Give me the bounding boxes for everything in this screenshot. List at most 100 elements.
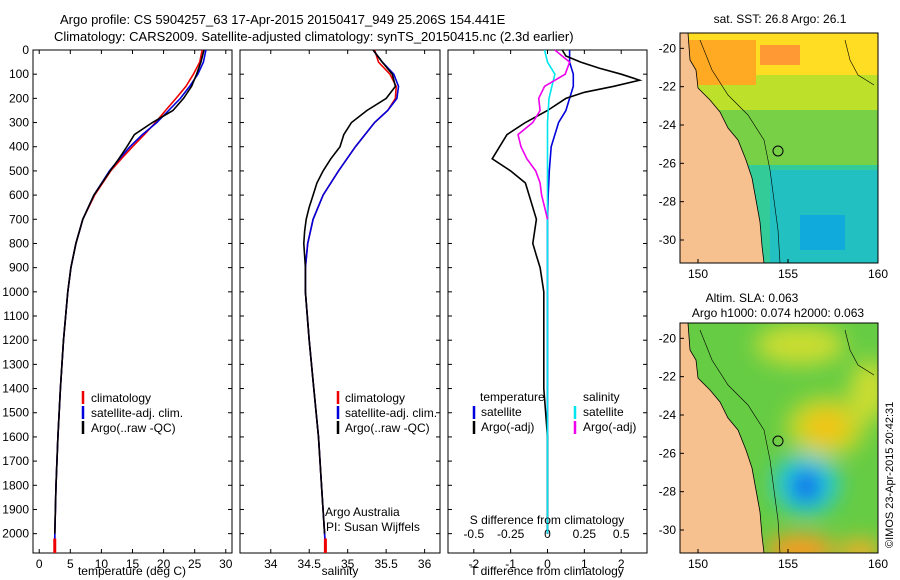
series-argo-raw-qc- [302,49,397,534]
map-y-tick-label: -20 [659,331,677,345]
temperature-legend: climatology satellite-adj. clim. Argo(..… [81,391,183,435]
x-tick-label: 1 [581,557,588,571]
annotation-argo-australia: Argo Australia [325,505,400,519]
legend-label-argo: Argo(..raw -QC) [345,421,430,435]
sst-map-title: sat. SST: 26.8 Argo: 26.1 [714,12,847,26]
sst-coast-isobath [699,39,781,263]
legend-label-satellite: satellite-adj. clim. [345,406,437,420]
map-x-tick-label: 160 [868,557,888,571]
series-s-argo-adj- [517,49,571,220]
x-tick-label: 10 [95,557,109,571]
x-tick-label: 35.5 [374,557,398,571]
legend-label-climatology: climatology [345,391,405,405]
y-tick-label: 1900 [2,502,29,516]
s-tick-label: -0.25 [497,527,525,541]
sst-argo-marker [772,145,784,157]
x-tick-label: 0 [544,557,551,571]
annotation-pi-name: PI: Susan Wijffels [326,520,420,534]
map-y-tick-label: -28 [659,485,677,499]
difference-panel: -2 -1 0 1 2 -0.5 -0.25 0 0.25 0.5 T difference fr… [447,49,648,578]
sla-map-field [680,323,878,553]
sst-land [680,33,765,263]
y-tick-label: 1700 [2,454,29,468]
x-tick-label: 20 [157,557,171,571]
y-tick-label: 100 [9,67,29,81]
x-tick-label: 0 [36,557,43,571]
sla-land [680,323,765,553]
x-tick-label: -1 [505,557,516,571]
legend-label-t-argo: Argo(-adj) [481,420,534,434]
y-tick-label: 500 [9,164,29,178]
sla-coast-isobath [699,329,781,553]
map-y-tick-label: -26 [659,156,677,170]
legend-title-temperature: temperature [480,390,545,404]
s-tick-label: 0.5 [613,527,630,541]
series-s-satellite [543,49,556,534]
sla-map-title-1: Altim. SLA: 0.063 [706,291,799,305]
map-y-tick-label: -30 [659,523,677,537]
map-y-tick-label: -24 [659,118,677,132]
s-tick-label: 0.25 [573,527,597,541]
x-tick-label: 25 [188,557,202,571]
y-tick-label: 1300 [2,357,29,371]
y-tick-label: 1000 [2,285,29,299]
y-tick-label: 300 [9,116,29,130]
sst-hot-spot [686,40,756,85]
x-tick-label: 30 [219,557,233,571]
salinity-panel: 34 34.5 35 35.5 36 salinity climatology sate… [239,49,441,578]
legend-label-climatology: climatology [91,391,151,405]
sst-map-panel: sat. SST: 26.8 Argo: 26.1 150 155 160 -20 -2… [659,12,889,281]
salinity-plot-frame [239,49,441,554]
legend-label-s-argo: Argo(-adj) [583,420,636,434]
sla-argo-marker [772,435,784,447]
series-t-argo-adj- [491,49,643,534]
map-x-tick-label: 155 [778,267,798,281]
y-tick-label: 400 [9,140,29,154]
difference-legend: temperature salinity satellite Argo(-adj… [472,390,636,434]
sla-coast-isobath-east [844,329,875,376]
s-difference-xlabel: S difference from climatology [470,513,625,527]
x-tick-label: 36 [418,557,432,571]
temperature-plot-frame [32,49,233,554]
map-y-tick-label: -20 [659,41,677,55]
sst-map-frame [679,32,879,264]
temperature-xlabel: temperature (deg C) [78,564,186,578]
map-x-tick-label: 150 [688,557,708,571]
x-tick-label: 5 [67,557,74,571]
s-tick-label: -0.5 [463,527,484,541]
y-tick-label: 200 [9,91,29,105]
sla-yellow-upper [755,325,845,365]
x-tick-label: 15 [126,557,140,571]
map-y-tick-label: -22 [659,370,677,384]
credit-timestamp: ©IMOS 23-Apr-2015 20:42:31 [884,402,896,548]
sst-hot-spot-2 [760,45,800,65]
y-tick-label: 1400 [2,382,29,396]
sst-map-field [680,33,878,263]
sla-map-title-2: Argo h1000: 0.074 h2000: 0.063 [692,306,864,320]
map-x-tick-label: 150 [688,267,708,281]
x-tick-label: 34.5 [298,557,322,571]
legend-label-t-satellite: satellite [481,405,522,419]
title-line-2: Climatology: CARS2009. Satellite-adjuste… [54,29,574,44]
legend-label-s-satellite: satellite [583,405,624,419]
map-y-tick-label: -28 [659,195,677,209]
x-tick-label: -2 [468,557,479,571]
title-line-1: Argo profile: CS 5904257_63 17-Apr-2015 … [60,12,506,27]
map-x-tick-label: 160 [868,267,888,281]
sla-orange-bottom-right [838,540,878,553]
sla-map-frame [679,322,879,554]
sst-coast-isobath-east [844,39,875,86]
sla-map-panel: Altim. SLA: 0.063 Argo h1000: 0.074 h200… [659,291,889,571]
map-x-tick-label: 155 [778,557,798,571]
salinity-xlabel: salinity [322,564,359,578]
y-tick-label: 1800 [2,478,29,492]
y-tick-label: 1500 [2,406,29,420]
x-tick-label: 2 [618,557,625,571]
y-tick-label: 800 [9,236,29,250]
legend-title-salinity: salinity [583,390,620,404]
y-tick-label: 900 [9,261,29,275]
sla-orange-bottom [765,535,835,553]
y-tick-label: 700 [9,212,29,226]
legend-label-satellite: satellite-adj. clim. [91,406,183,420]
